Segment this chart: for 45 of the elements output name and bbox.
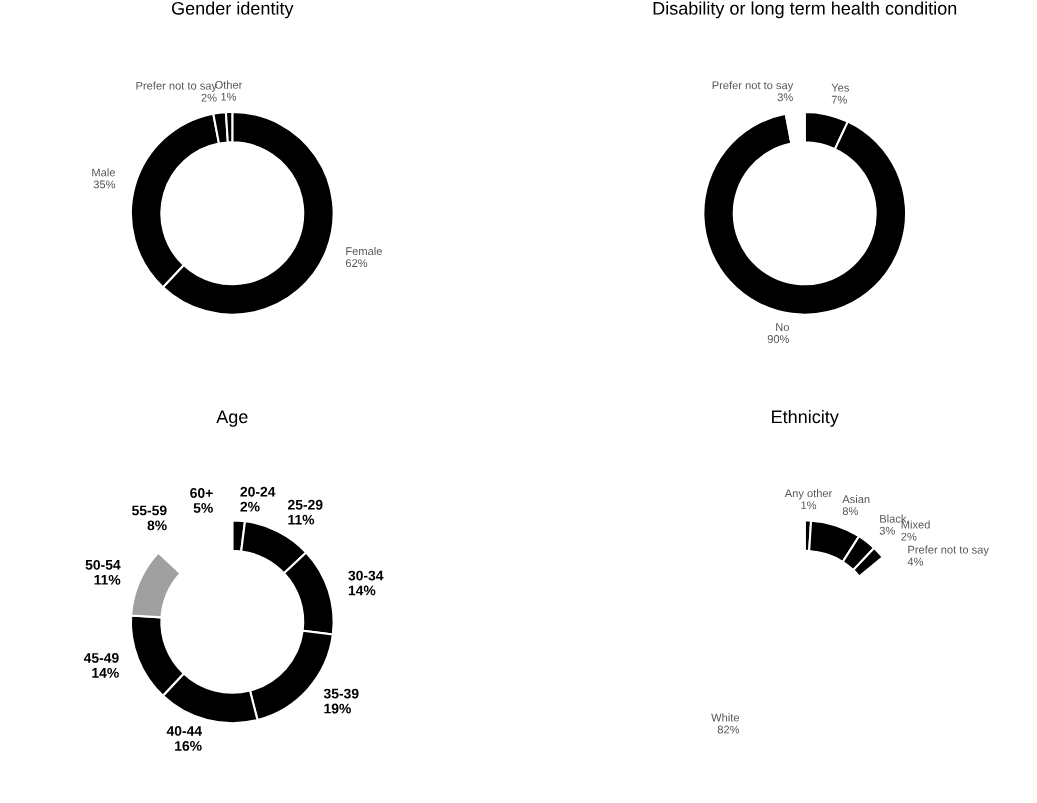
data-label: 19%: [324, 703, 351, 714]
data-label: 7%: [831, 95, 847, 104]
slice-label: 40-44: [166, 726, 202, 736]
slice-label: Female: [346, 246, 382, 256]
data-label: 1%: [801, 501, 817, 510]
data-label: 11%: [288, 514, 315, 525]
slice-label: Prefer not to say: [908, 545, 989, 556]
data-label: 2%: [201, 93, 217, 102]
data-label: 11%: [94, 574, 121, 585]
chart-title: Gender identity: [171, 1, 294, 19]
data-label: 14%: [348, 585, 376, 596]
slice-label: Any other: [784, 489, 833, 500]
slice-label: 45-49: [83, 652, 119, 663]
slice-label: 60+: [190, 488, 213, 498]
slice-label: 30-34: [348, 570, 384, 581]
data-label: 14%: [92, 667, 119, 678]
data-label: 5%: [193, 503, 213, 513]
data-label: 82%: [717, 725, 740, 734]
data-label: 8%: [842, 507, 858, 516]
data-label: 8%: [147, 520, 167, 531]
chart-title: Age: [216, 410, 248, 427]
slice-label: Male: [92, 168, 115, 177]
slice-label: Yes: [831, 83, 849, 92]
data-label: 3%: [879, 526, 895, 535]
slice-label: Other: [215, 80, 243, 89]
data-label: 3%: [777, 93, 793, 102]
chart-title: Disability or long term health condition: [653, 1, 957, 19]
data-label: 2%: [901, 532, 917, 541]
slice-label: Asian: [842, 494, 870, 504]
slice-label: White: [711, 713, 740, 722]
data-label: 2%: [240, 501, 260, 512]
data-label: 16%: [175, 740, 202, 751]
data-label: 1%: [221, 92, 237, 101]
slice-label: 25-29: [287, 499, 323, 510]
data-label: 90%: [767, 335, 790, 343]
data-label: 4%: [907, 557, 924, 566]
data-label: 35%: [93, 180, 116, 189]
slice-label: 55-59: [132, 505, 167, 516]
slice-label: No: [776, 323, 789, 331]
slice-label: 35-39: [323, 688, 359, 699]
slice-label: 50-54: [85, 559, 121, 570]
data-label: 62%: [345, 259, 368, 268]
slice-label: 20-24: [240, 486, 276, 497]
slice-label: Prefer not to say: [712, 81, 794, 92]
chart-title: Ethnicity: [772, 409, 839, 427]
